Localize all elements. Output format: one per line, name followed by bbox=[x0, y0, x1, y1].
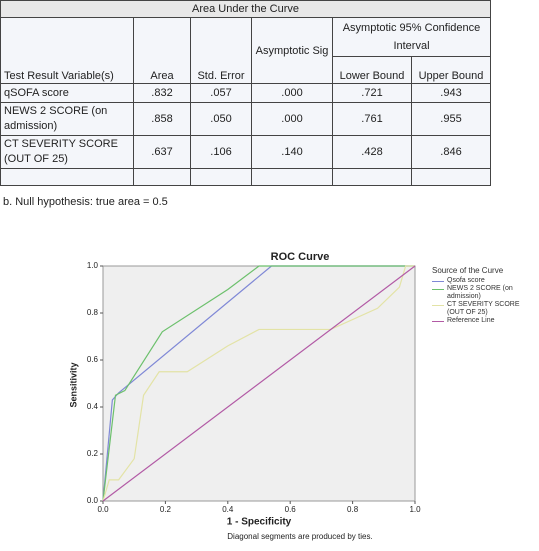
legend-title: Source of the Curve bbox=[432, 266, 504, 275]
y-tick-label: 0.4 bbox=[87, 402, 99, 411]
y-tick-label: 0.8 bbox=[87, 308, 99, 317]
legend-swatch bbox=[432, 321, 444, 322]
table-cell: .858 bbox=[133, 102, 191, 136]
x-axis-label: 1 - Specificity bbox=[227, 517, 292, 528]
table-cell: .000 bbox=[251, 83, 333, 103]
table-row: Test Result Variable(s) Area Std. Error Asy… bbox=[0, 17, 491, 84]
roc-line bbox=[102, 265, 415, 502]
y-tick-label: 1.0 bbox=[87, 261, 99, 270]
roc-line bbox=[102, 265, 416, 502]
empty-cell bbox=[411, 168, 491, 186]
column-header: Lower Bound bbox=[332, 56, 412, 84]
y-axis-label: Sensitivity bbox=[68, 362, 78, 407]
table-footnote: b. Null hypothesis: true area = 0.5 bbox=[3, 196, 168, 208]
table-row: Lower Bound Upper Bound bbox=[1, 56, 491, 84]
legend-label: Reference Line bbox=[447, 317, 495, 324]
group-header: Asymptotic 95% Confidence Interval bbox=[332, 17, 491, 57]
chart-title: ROC Curve bbox=[271, 251, 330, 263]
table-cell: .140 bbox=[251, 135, 333, 169]
table-row: NEWS 2 SCORE (on admission) .858.050.000.… bbox=[0, 102, 491, 136]
auc-table: Area Under the Curve Test Result Variable… bbox=[0, 0, 491, 186]
y-tick-label: 0.0 bbox=[87, 496, 99, 505]
table-row: qSOFA score .832.057.000.721.943 bbox=[0, 83, 491, 103]
table-cell: NEWS 2 SCORE (on admission) bbox=[0, 102, 134, 136]
legend: Source of the Curve Qsofa score NEWS 2 SCO… bbox=[432, 266, 538, 325]
legend-label: Qsofa score bbox=[447, 277, 485, 284]
legend-swatch bbox=[432, 305, 444, 306]
legend-entry: NEWS 2 SCORE (on admission) bbox=[432, 285, 538, 301]
roc-line bbox=[102, 265, 415, 502]
x-tick-label: 0.0 bbox=[97, 505, 109, 514]
legend-swatch bbox=[432, 281, 444, 282]
table-cell: .106 bbox=[190, 135, 252, 169]
legend-label: CT SEVERITY SCORE (OUT OF 25) bbox=[447, 301, 520, 316]
x-tick-label: 0.6 bbox=[285, 505, 297, 514]
table-row bbox=[0, 168, 491, 186]
legend-entry: Qsofa score bbox=[432, 277, 538, 285]
table-cell: .000 bbox=[251, 102, 333, 136]
legend-entry: CT SEVERITY SCORE (OUT OF 25) bbox=[432, 301, 538, 317]
legend-label: NEWS 2 SCORE (on admission) bbox=[447, 285, 513, 300]
x-tick-label: 1.0 bbox=[409, 505, 421, 514]
chart-note: Diagonal segments are produced by ties. bbox=[227, 532, 372, 541]
y-tick-label: 0.2 bbox=[87, 449, 99, 458]
y-tick-label: 0.6 bbox=[87, 355, 99, 364]
x-tick-label: 0.4 bbox=[222, 505, 234, 514]
column-header: Area bbox=[133, 17, 191, 84]
column-header: Asymptotic Sig bbox=[251, 17, 333, 84]
x-tick-label: 0.2 bbox=[160, 505, 172, 514]
x-tick-label: 0.8 bbox=[347, 505, 359, 514]
table-cell: .846 bbox=[411, 135, 491, 169]
legend-swatch bbox=[432, 289, 444, 290]
table-cell: .761 bbox=[332, 102, 412, 136]
legend-entry: Reference Line bbox=[432, 317, 538, 325]
